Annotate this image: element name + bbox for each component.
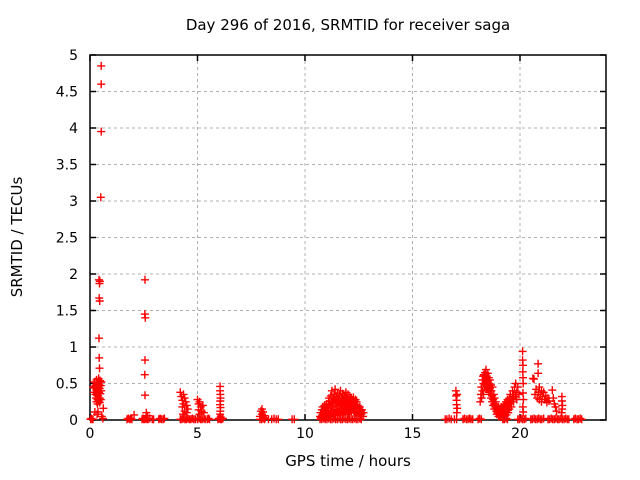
y-axis-label: SRMTID / TECUs	[8, 177, 26, 298]
data-point-markers	[86, 61, 586, 424]
x-tick-label: 0	[86, 426, 95, 442]
y-tick-label: 4.5	[56, 85, 78, 101]
y-tick-label: 3.5	[56, 158, 78, 174]
x-axis-label: GPS time / hours	[285, 452, 411, 470]
x-tick-label: 5	[193, 426, 202, 442]
y-tick-label: 2.5	[56, 231, 78, 247]
y-tick-label: 0	[69, 413, 78, 429]
y-tick-label: 4	[69, 121, 78, 137]
y-tick-label: 5	[69, 48, 78, 64]
x-tick-label: 20	[511, 426, 529, 442]
y-tick-label: 1	[69, 340, 78, 356]
axis-tick-labels: 0 5 10 15 20 0 0.5 1 1.5 2 2.5 3 3.5 4 4.5 5	[56, 48, 529, 442]
y-tick-label: 0.5	[56, 377, 78, 393]
series-plus-markers	[86, 61, 586, 424]
y-tick-label: 1.5	[56, 304, 78, 320]
chart-title: Day 296 of 2016, SRMTID for receiver sag…	[186, 16, 510, 34]
y-tick-label: 3	[69, 194, 78, 210]
x-tick-label: 15	[404, 426, 422, 442]
y-tick-label: 2	[69, 267, 78, 283]
x-tick-label: 10	[296, 426, 314, 442]
grid-lines	[90, 55, 606, 420]
